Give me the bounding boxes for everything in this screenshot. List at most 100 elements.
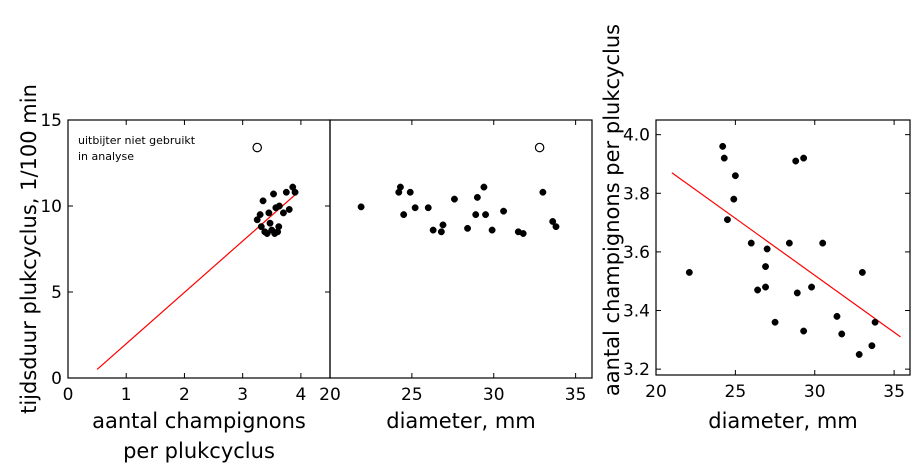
- data-point: [519, 230, 527, 237]
- data-point: [871, 318, 879, 326]
- data-point: [472, 211, 480, 219]
- data-point: [819, 239, 827, 247]
- data-point: [747, 239, 755, 247]
- data-point: [808, 283, 816, 291]
- y-tick-label: 0: [51, 369, 62, 389]
- panel-right-y-ticks: 3.2 3.4 3.6 3.8 4.0: [623, 126, 910, 380]
- y-tick-label: 5: [51, 283, 62, 303]
- data-point: [720, 154, 728, 162]
- y-tick-label: 10: [40, 197, 62, 217]
- data-point: [539, 188, 547, 196]
- x-tick-label: 2: [179, 385, 190, 405]
- data-point: [480, 183, 488, 191]
- x-tick-label: 30: [804, 382, 826, 402]
- data-point: [549, 218, 557, 225]
- data-point: [396, 183, 404, 191]
- panel-right-y-axis-label: aantal champignons per plukcyclus: [600, 24, 624, 396]
- data-point: [411, 204, 419, 212]
- panel-left-y-ticks: 0 5 10 15: [40, 111, 330, 389]
- outlier-point: [252, 142, 263, 153]
- data-point: [429, 226, 437, 234]
- outlier-annotation-line1: uitbijter niet gebruikt: [78, 134, 196, 147]
- data-point: [406, 188, 414, 196]
- panel-left-y-axis-label: tijdsduur plukcyclus, 1/100 min: [17, 84, 41, 414]
- x-tick-label: 1: [121, 385, 132, 405]
- data-point: [270, 190, 277, 198]
- data-point: [858, 268, 866, 276]
- data-point: [855, 351, 863, 358]
- panel-left-x-ticks: 0 1 2 3 4: [63, 120, 306, 405]
- panel-left-marks: [96, 142, 299, 370]
- data-point: [500, 207, 508, 215]
- data-point: [291, 188, 299, 196]
- data-point: [437, 228, 445, 236]
- data-point: [285, 205, 293, 213]
- y-tick-label: 3.8: [623, 184, 650, 204]
- data-point: [488, 226, 496, 234]
- panel-middle-x-axis-label: diameter, mm: [386, 409, 535, 433]
- data-point: [282, 188, 290, 196]
- x-tick-label: 25: [725, 382, 747, 402]
- data-point: [357, 203, 365, 211]
- x-tick-label: 25: [401, 385, 423, 405]
- data-point: [482, 211, 490, 219]
- x-tick-label: 35: [883, 382, 905, 402]
- data-point: [275, 223, 283, 231]
- x-tick-label: 0: [63, 385, 74, 405]
- panel-left-x-axis-label-line1: aantal champignons: [92, 409, 306, 433]
- x-tick-label: 3: [237, 385, 248, 405]
- data-point: [719, 142, 727, 150]
- data-point: [785, 239, 793, 247]
- y-tick-label: 3.4: [623, 302, 650, 322]
- data-point: [833, 312, 841, 320]
- outlier-annotation-line2: in analyse: [78, 150, 134, 163]
- data-point: [730, 195, 738, 203]
- data-point: [275, 202, 283, 210]
- x-tick-label: 20: [645, 382, 667, 402]
- data-point: [400, 211, 408, 219]
- y-tick-label: 3.6: [623, 243, 650, 263]
- data-point: [256, 211, 264, 219]
- regression-line: [96, 191, 299, 370]
- data-point: [552, 223, 560, 231]
- panel-right-count-vs-diameter: 20 25 30 35 3.2 3.4 3.6 3.8 4.0 aantal champign…: [600, 24, 911, 433]
- data-point: [266, 219, 274, 227]
- data-point: [762, 263, 769, 271]
- data-point: [868, 342, 876, 350]
- data-point: [793, 289, 801, 297]
- panel-middle-frame: [329, 119, 593, 379]
- data-point: [253, 216, 261, 224]
- data-point: [723, 216, 731, 224]
- y-tick-label: 15: [40, 111, 62, 131]
- data-point: [464, 224, 471, 232]
- panel-left-x-axis-label-line2: per plukcyclus: [123, 439, 275, 463]
- data-point: [265, 209, 273, 217]
- y-tick-label: 3.2: [623, 360, 650, 380]
- data-point: [473, 193, 481, 201]
- panel-right-frame: [655, 119, 911, 376]
- data-point: [762, 283, 769, 291]
- data-point: [279, 209, 287, 217]
- data-point: [439, 221, 447, 229]
- panel-right-marks: [671, 142, 901, 358]
- data-point: [763, 245, 771, 253]
- panel-middle-marks: [357, 142, 560, 237]
- data-point: [263, 230, 271, 237]
- data-point: [731, 172, 739, 180]
- panel-right-x-ticks: 20 25 30 35: [645, 120, 905, 402]
- y-tick-label: 4.0: [623, 126, 650, 146]
- x-tick-label: 20: [319, 385, 341, 405]
- x-tick-label: 4: [295, 385, 306, 405]
- panel-left-time-vs-count: 0 1 2 3 4 0 5 10 15 tijdsduur plukcyclus, 1/100…: [17, 84, 331, 463]
- panel-right-x-axis-label: diameter, mm: [708, 409, 857, 433]
- data-point: [754, 286, 762, 294]
- panel-middle-time-vs-diameter: 20 25 30 35 diameter, mm: [319, 119, 593, 433]
- panel-middle-x-ticks: 20 25 30 35: [319, 120, 586, 405]
- data-point: [685, 268, 693, 276]
- data-point: [800, 154, 808, 162]
- data-point: [424, 204, 432, 212]
- data-point: [257, 223, 265, 231]
- outlier-point: [534, 142, 545, 153]
- x-tick-label: 30: [483, 385, 505, 405]
